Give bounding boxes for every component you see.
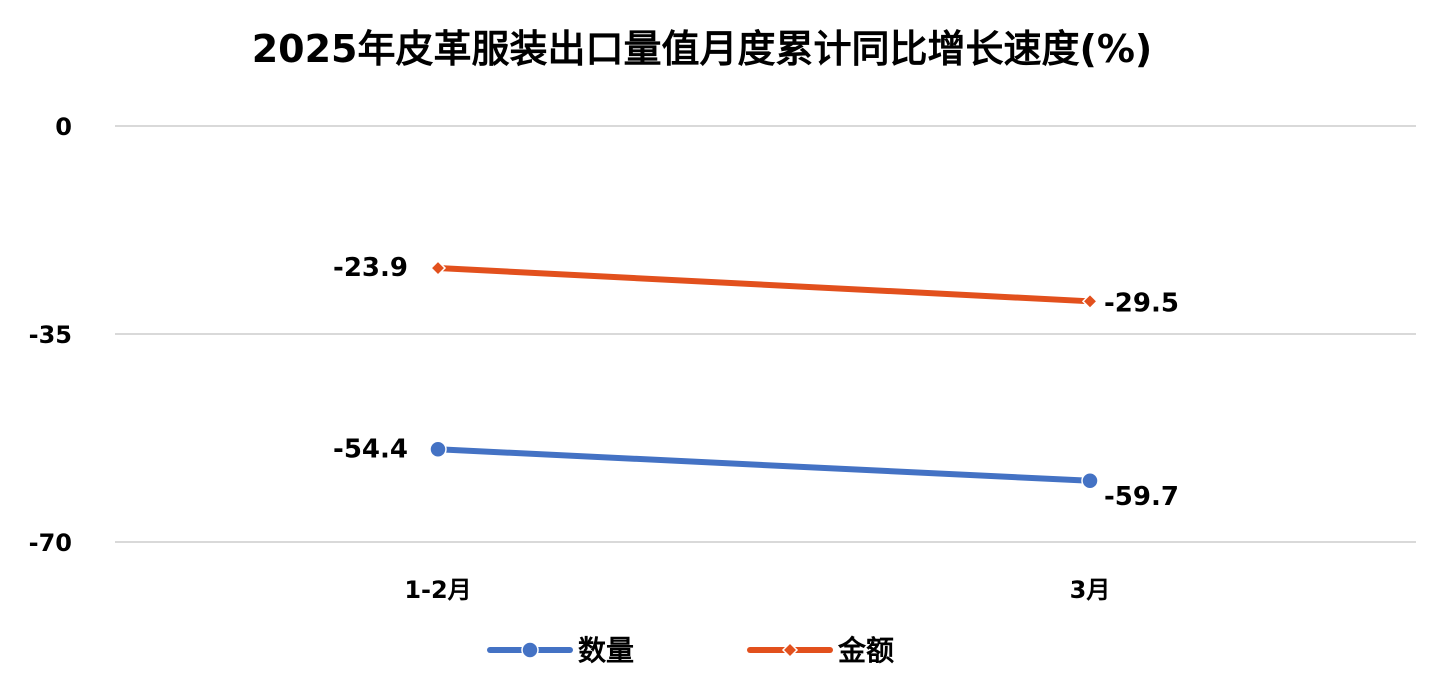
data-point-marker <box>429 259 447 277</box>
data-point-marker <box>1081 472 1099 490</box>
y-axis-ticks: 0 -35 -70 <box>29 113 72 557</box>
series-0: -54.4 -59.7 <box>333 434 1179 511</box>
data-point-marker <box>429 440 447 459</box>
x-tick-label: 3月 <box>1070 576 1111 604</box>
x-tick-label: 1-2月 <box>404 576 471 604</box>
data-point-marker <box>1081 293 1099 310</box>
y-tick-label: -70 <box>29 529 72 557</box>
series-line <box>435 265 1093 305</box>
y-tick-label: 0 <box>55 113 72 141</box>
data-label: -59.7 <box>1104 482 1179 512</box>
y-tick-label: -35 <box>29 321 72 349</box>
legend-label: 金额 <box>837 634 894 667</box>
gridlines <box>115 125 1416 543</box>
series-layer: -54.4 -59.7 -23.9 -29.5 <box>333 253 1179 512</box>
data-label: -29.5 <box>1104 288 1179 318</box>
x-axis-ticks: 1-2月 3月 <box>404 576 1110 604</box>
legend: 数量 金额 <box>487 634 894 667</box>
legend-marker <box>521 641 539 659</box>
legend-label: 数量 <box>578 634 634 667</box>
legend-marker <box>781 641 799 659</box>
data-label: -54.4 <box>333 434 408 464</box>
series-1: -23.9 -29.5 <box>333 253 1179 318</box>
series-line <box>435 446 1093 484</box>
chart-title: 2025年皮革服装出口量值月度累计同比增长速度(%) <box>252 27 1153 71</box>
legend-item-1: 金额 <box>747 634 894 667</box>
data-label: -23.9 <box>333 253 408 283</box>
legend-item-0: 数量 <box>487 634 634 667</box>
